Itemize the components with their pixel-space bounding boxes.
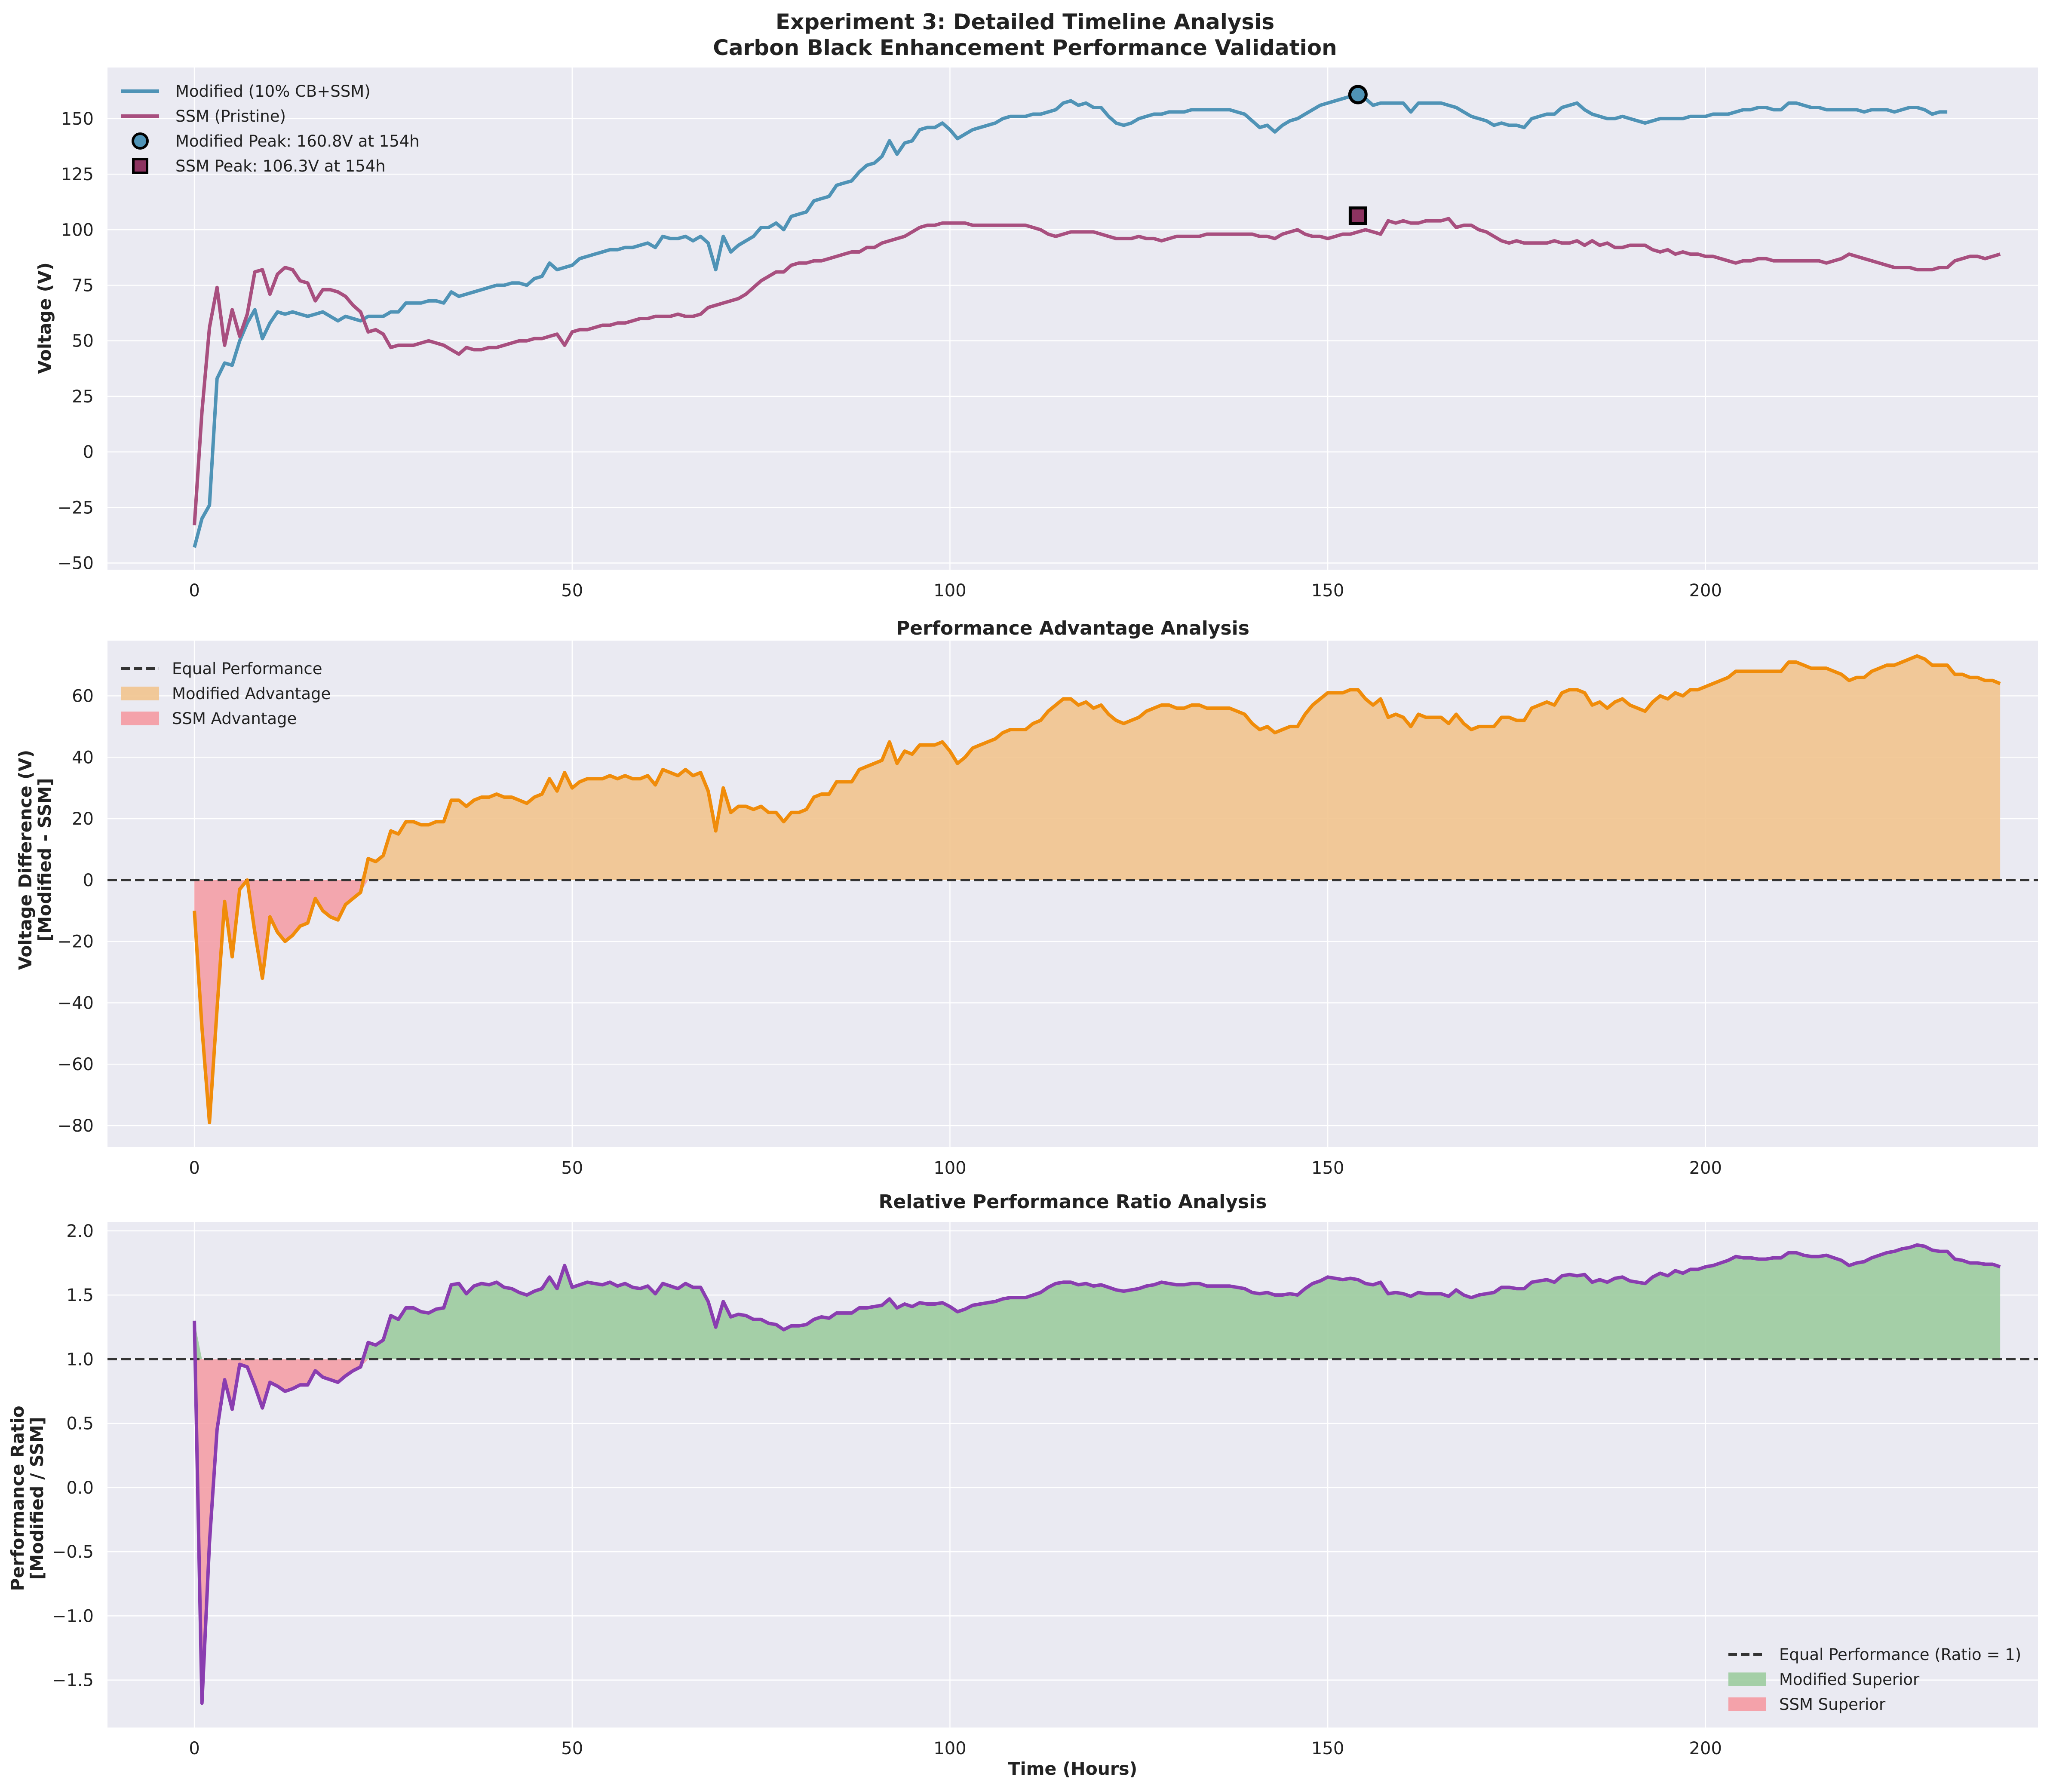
- plot-area-1: 0 50 100 150 200 −50 −25 0 25 50 75 100 125 150 Modifi…: [58, 68, 2038, 601]
- panel-difference: Performance Advantage Analysis Voltage D…: [15, 617, 1249, 970]
- legend-label: Modified (10% CB+SSM): [175, 82, 371, 101]
- y-tick-label: −1.5: [52, 1671, 94, 1691]
- y-tick-label: 20: [72, 809, 94, 829]
- series-line-1: [193, 93, 1948, 548]
- x-tick-label: 50: [561, 1158, 583, 1178]
- panel-difference-title: Performance Advantage Analysis: [896, 617, 1249, 639]
- legend-swatch-fill: [1728, 1697, 1766, 1711]
- x-tick-label: 200: [1689, 1739, 1722, 1758]
- figure-title-line1: Experiment 3: Detailed Timeline Analysis: [776, 9, 1274, 34]
- legend-swatch-fill: [121, 687, 159, 700]
- y-tick-label: 100: [61, 220, 94, 240]
- legend-swatch-marker: [132, 158, 148, 174]
- panel-difference-ylabel-line2: [Modified - SSM]: [34, 778, 55, 942]
- y-tick-label: −0.5: [52, 1542, 94, 1562]
- legend-swatch-fill: [121, 712, 159, 725]
- legend-label: Modified Superior: [1779, 1670, 1920, 1689]
- legend-label: Modified Advantage: [172, 684, 331, 703]
- y-tick-label: 40: [72, 748, 94, 767]
- y-tick-label: −60: [58, 1055, 94, 1074]
- y-tick-label: 150: [61, 109, 94, 129]
- y-tick-label: −50: [58, 553, 94, 573]
- x-tick-label: 150: [1311, 1158, 1344, 1178]
- legend-label: SSM Peak: 106.3V at 154h: [175, 157, 386, 175]
- x-tick-label: 150: [1311, 1739, 1344, 1758]
- y-tick-label: 1.0: [66, 1350, 94, 1369]
- peak-marker-modified: [1348, 85, 1368, 104]
- plot-content: [107, 1243, 2038, 1705]
- peak-marker-ssm: [1348, 206, 1367, 225]
- legend-3: Equal Performance (Ratio = 1) Modified Su…: [1728, 1645, 2021, 1714]
- y-tick-label: 0: [83, 442, 94, 462]
- panel-ratio-xlabel: Time (Hours): [1008, 1758, 1138, 1779]
- x-tick-label: 150: [1311, 581, 1344, 601]
- legend-swatch-fill: [1728, 1672, 1766, 1686]
- legend-label: SSM Advantage: [172, 709, 297, 728]
- y-tick-label: −80: [58, 1116, 94, 1136]
- y-tick-label: 60: [72, 687, 94, 706]
- plot-area-2: 0 50 100 150 200 −80 −60 −40 −20 0 20 40 60 Equal Per…: [58, 641, 2038, 1178]
- y-tick-label: −40: [58, 993, 94, 1013]
- y-tick-label: −25: [58, 498, 94, 518]
- legend-label: Equal Performance (Ratio = 1): [1779, 1645, 2021, 1664]
- y-tick-label: 0.0: [66, 1478, 94, 1498]
- plot-content: [193, 85, 2001, 548]
- fill-positive-area: [194, 656, 2001, 880]
- x-tick-label: 100: [933, 1158, 966, 1178]
- y-tick-label: 0: [83, 871, 94, 890]
- y-tick-label: 2.0: [66, 1221, 94, 1241]
- series-line-1: [193, 1243, 2001, 1705]
- x-tick-label: 100: [933, 1739, 966, 1758]
- legend-label: Modified Peak: 160.8V at 154h: [175, 132, 420, 150]
- series-line-2: [193, 217, 2001, 525]
- y-tick-label: 1.5: [66, 1286, 94, 1305]
- legend-label: SSM Superior: [1779, 1695, 1886, 1714]
- y-tick-label: −20: [58, 932, 94, 952]
- plot-content: [107, 654, 2038, 1124]
- legend-label: Equal Performance: [172, 660, 322, 678]
- y-tick-label: 50: [72, 331, 94, 351]
- legend-label: SSM (Pristine): [175, 107, 286, 126]
- y-tick-label: 0.5: [66, 1414, 94, 1434]
- panel-difference-ylabel-line1: Voltage Difference (V): [15, 750, 36, 970]
- y-tick-label: 25: [72, 387, 94, 407]
- legend-1: Modified (10% CB+SSM) SSM (Pristine) Modif…: [121, 82, 420, 175]
- panel-ratio-ylabel-line1: Performance Ratio: [7, 1405, 28, 1591]
- panel-ratio-ylabel-line2: [Modified / SSM]: [27, 1417, 47, 1580]
- x-tick-label: 0: [189, 1158, 199, 1178]
- series-line-1: [193, 654, 2001, 1124]
- panel-voltage: Voltage (V): [34, 262, 55, 374]
- legend-swatch-marker: [132, 132, 149, 150]
- panel-voltage-ylabel: Voltage (V): [34, 262, 55, 374]
- plot-area-3: 0 50 100 150 200 −1.5 −1.0 −0.5 0.0 0.5 1.0 1.5 2.0 E…: [52, 1221, 2038, 1758]
- y-tick-label: −1.0: [52, 1606, 94, 1626]
- x-tick-label: 50: [561, 581, 583, 601]
- fill-positive-area: [194, 1245, 2001, 1359]
- x-tick-label: 0: [189, 1739, 199, 1758]
- panel-ratio: Relative Performance Ratio Analysis Perf…: [7, 1191, 1267, 1779]
- x-tick-label: 50: [561, 1739, 583, 1758]
- y-tick-label: 75: [72, 276, 94, 295]
- plot-background: [107, 68, 2038, 570]
- x-tick-label: 0: [189, 581, 199, 601]
- x-tick-label: 200: [1689, 581, 1722, 601]
- panel-ratio-title: Relative Performance Ratio Analysis: [879, 1191, 1267, 1213]
- x-tick-label: 200: [1689, 1158, 1722, 1178]
- figure-title-line2: Carbon Black Enhancement Performance Val…: [713, 35, 1337, 60]
- legend-2: Equal Performance Modified Advantage SSM A…: [121, 660, 331, 728]
- y-tick-label: 125: [61, 165, 94, 184]
- x-tick-label: 100: [933, 581, 966, 601]
